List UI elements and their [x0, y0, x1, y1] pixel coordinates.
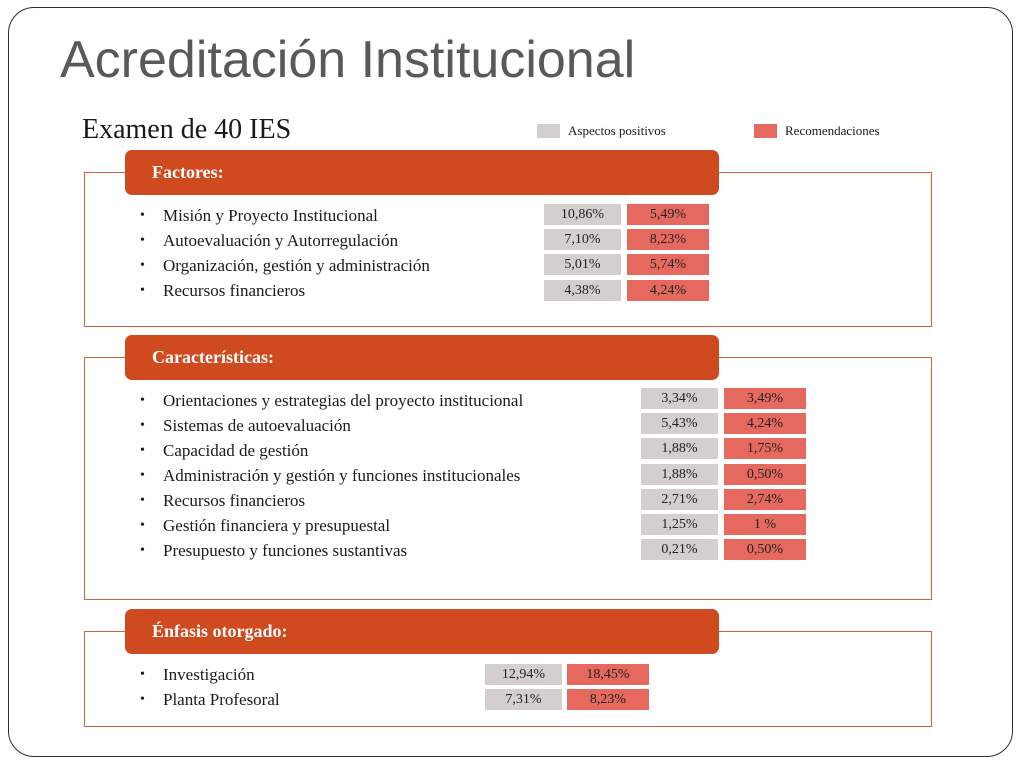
- bullet-icon: •: [140, 468, 145, 483]
- list-item: • Organización, gestión y administración: [140, 254, 430, 278]
- bullet-icon: •: [140, 283, 145, 298]
- item-label: Gestión financiera y presupuestal: [163, 516, 391, 535]
- list-item: • Misión y Proyecto Institucional: [140, 204, 378, 228]
- recommendation-value: 2,74%: [724, 489, 806, 510]
- caracteristicas-header: Características:: [125, 335, 719, 380]
- positive-value: 1,88%: [641, 438, 718, 459]
- list-item: • Autoevaluación y Autorregulación: [140, 229, 398, 253]
- item-label: Recursos financieros: [163, 281, 306, 300]
- slide-subtitle: Examen de 40 IES: [82, 114, 292, 145]
- bullet-icon: •: [140, 518, 145, 533]
- slide-title: Acreditación Institucional: [60, 31, 636, 89]
- item-label: Organización, gestión y administración: [163, 256, 430, 275]
- recommendation-value: 4,24%: [724, 413, 806, 434]
- slide-frame: [8, 7, 1013, 757]
- item-label: Administración y gestión y funciones ins…: [163, 466, 521, 485]
- item-label: Capacidad de gestión: [163, 441, 309, 460]
- item-label: Presupuesto y funciones sustantivas: [163, 541, 408, 560]
- list-item: • Administración y gestión y funciones in…: [140, 464, 520, 488]
- bullet-icon: •: [140, 667, 145, 682]
- bullet-icon: •: [140, 233, 145, 248]
- recommendation-value: 0,50%: [724, 539, 806, 560]
- positive-value: 1,25%: [641, 514, 718, 535]
- positive-value: 3,34%: [641, 388, 718, 409]
- recommendation-value: 1 %: [724, 514, 806, 535]
- positive-value: 7,10%: [544, 229, 621, 250]
- list-item: • Investigación: [140, 663, 255, 687]
- item-label: Planta Profesoral: [163, 690, 280, 709]
- bullet-icon: •: [140, 418, 145, 433]
- list-item: • Planta Profesoral: [140, 688, 280, 712]
- positive-value: 4,38%: [544, 280, 621, 301]
- legend-positive: Aspectos positivos: [537, 123, 666, 139]
- positive-value: 7,31%: [485, 689, 562, 710]
- positive-value: 1,88%: [641, 464, 718, 485]
- bullet-icon: •: [140, 208, 145, 223]
- legend-positive-swatch: [537, 124, 560, 138]
- recommendation-value: 0,50%: [724, 464, 806, 485]
- positive-value: 2,71%: [641, 489, 718, 510]
- positive-value: 5,01%: [544, 254, 621, 275]
- bullet-icon: •: [140, 393, 145, 408]
- bullet-icon: •: [140, 543, 145, 558]
- bullet-icon: •: [140, 493, 145, 508]
- recommendation-value: 5,49%: [627, 204, 709, 225]
- recommendation-value: 5,74%: [627, 254, 709, 275]
- recommendation-value: 8,23%: [567, 689, 649, 710]
- recommendation-value: 3,49%: [724, 388, 806, 409]
- list-item: • Presupuesto y funciones sustantivas: [140, 539, 407, 563]
- item-label: Autoevaluación y Autorregulación: [163, 231, 399, 250]
- recommendation-value: 1,75%: [724, 438, 806, 459]
- item-label: Investigación: [163, 665, 255, 684]
- list-item: • Capacidad de gestión: [140, 439, 308, 463]
- enfasis-header: Énfasis otorgado:: [125, 609, 719, 654]
- positive-value: 5,43%: [641, 413, 718, 434]
- legend-positive-label: Aspectos positivos: [568, 123, 666, 138]
- positive-value: 10,86%: [544, 204, 621, 225]
- list-item: • Sistemas de autoevaluación: [140, 414, 351, 438]
- item-label: Orientaciones y estrategias del proyecto…: [163, 391, 524, 410]
- positive-value: 0,21%: [641, 539, 718, 560]
- bullet-icon: •: [140, 443, 145, 458]
- item-label: Sistemas de autoevaluación: [163, 416, 351, 435]
- list-item: • Orientaciones y estrategias del proyect…: [140, 389, 523, 413]
- bullet-icon: •: [140, 692, 145, 707]
- recommendation-value: 4,24%: [627, 280, 709, 301]
- recommendation-value: 8,23%: [627, 229, 709, 250]
- legend-recommendations: Recomendaciones: [754, 123, 880, 139]
- list-item: • Recursos financieros: [140, 489, 305, 513]
- item-label: Recursos financieros: [163, 491, 306, 510]
- recommendation-value: 18,45%: [567, 664, 649, 685]
- factores-header: Factores:: [125, 150, 719, 195]
- item-label: Misión y Proyecto Institucional: [163, 206, 378, 225]
- list-item: • Gestión financiera y presupuestal: [140, 514, 390, 538]
- bullet-icon: •: [140, 258, 145, 273]
- list-item: • Recursos financieros: [140, 279, 305, 303]
- legend-recommendations-label: Recomendaciones: [785, 123, 880, 138]
- legend-recommendations-swatch: [754, 124, 777, 138]
- positive-value: 12,94%: [485, 664, 562, 685]
